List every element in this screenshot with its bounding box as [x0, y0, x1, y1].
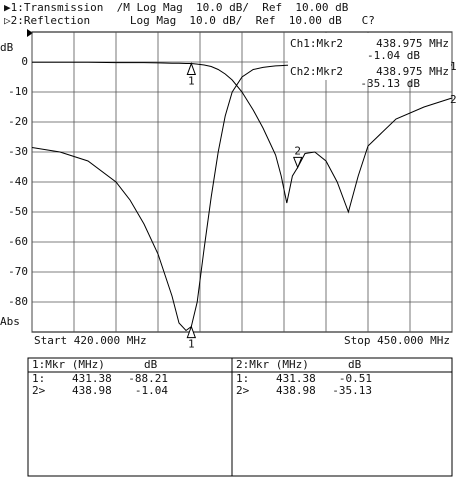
stop-label: Stop 450.000 MHz: [344, 334, 450, 347]
y-unit: Abs: [0, 315, 20, 328]
table-cell: -35.13: [332, 384, 372, 397]
trace-label: 1: [450, 60, 457, 73]
y-tick-label: -20: [8, 115, 28, 128]
ref-arrow: [27, 29, 33, 37]
readout-box: [288, 33, 451, 80]
marker: [186, 325, 197, 339]
y-tick-label: -50: [8, 205, 28, 218]
table-cell: 431.38: [72, 372, 112, 385]
trace-label: 2: [450, 93, 457, 106]
y-tick-label: 0: [21, 55, 28, 68]
y-unit: dB: [0, 41, 14, 54]
table-cell: -0.51: [339, 372, 372, 385]
readout-value: -1.04 dB: [367, 49, 420, 62]
readout-freq: 438.975 MHz: [376, 65, 449, 78]
table-header: 1:Mkr (MHz): [32, 358, 105, 371]
readout-name: Ch1:Mkr2: [290, 37, 343, 50]
trace: [32, 61, 453, 214]
start-label: Start 420.000 MHz: [34, 334, 147, 347]
marker-label: 1: [188, 338, 195, 351]
table-cell: 2>: [32, 384, 46, 397]
readout-name: Ch2:Mkr2: [290, 65, 343, 78]
y-tick-label: -10: [8, 85, 28, 98]
table-cell: 438.98: [72, 384, 112, 397]
table-cell: 1:: [236, 372, 249, 385]
table-cell: 1:: [32, 372, 45, 385]
table-cell: 438.98: [276, 384, 316, 397]
table-cell: 431.38: [276, 372, 316, 385]
marker: [186, 62, 197, 76]
y-tick-label: -40: [8, 175, 28, 188]
readout-value: -35.13 dB: [360, 77, 420, 90]
marker-label: 2: [294, 144, 301, 157]
table-header: dB: [348, 358, 362, 371]
header-line: ▷2:Reflection Log Mag 10.0 dB/ Ref 10.00…: [4, 14, 375, 27]
y-tick-label: -30: [8, 145, 28, 158]
table-header: 2:Mkr (MHz): [236, 358, 309, 371]
readout-freq: 438.975 MHz: [376, 37, 449, 50]
table-frame: [27, 357, 453, 477]
marker-label: 1: [188, 75, 195, 88]
y-tick-label: -60: [8, 235, 28, 248]
header-line: ▶1:Transmission /M Log Mag 10.0 dB/ Ref …: [4, 1, 349, 14]
table-cell: 2>: [236, 384, 250, 397]
table-cell: -88.21: [128, 372, 168, 385]
y-tick-label: -80: [8, 295, 28, 308]
table-cell: -1.04: [135, 384, 168, 397]
marker: [292, 156, 303, 169]
table-header: dB: [144, 358, 158, 371]
y-tick-label: -70: [8, 265, 28, 278]
